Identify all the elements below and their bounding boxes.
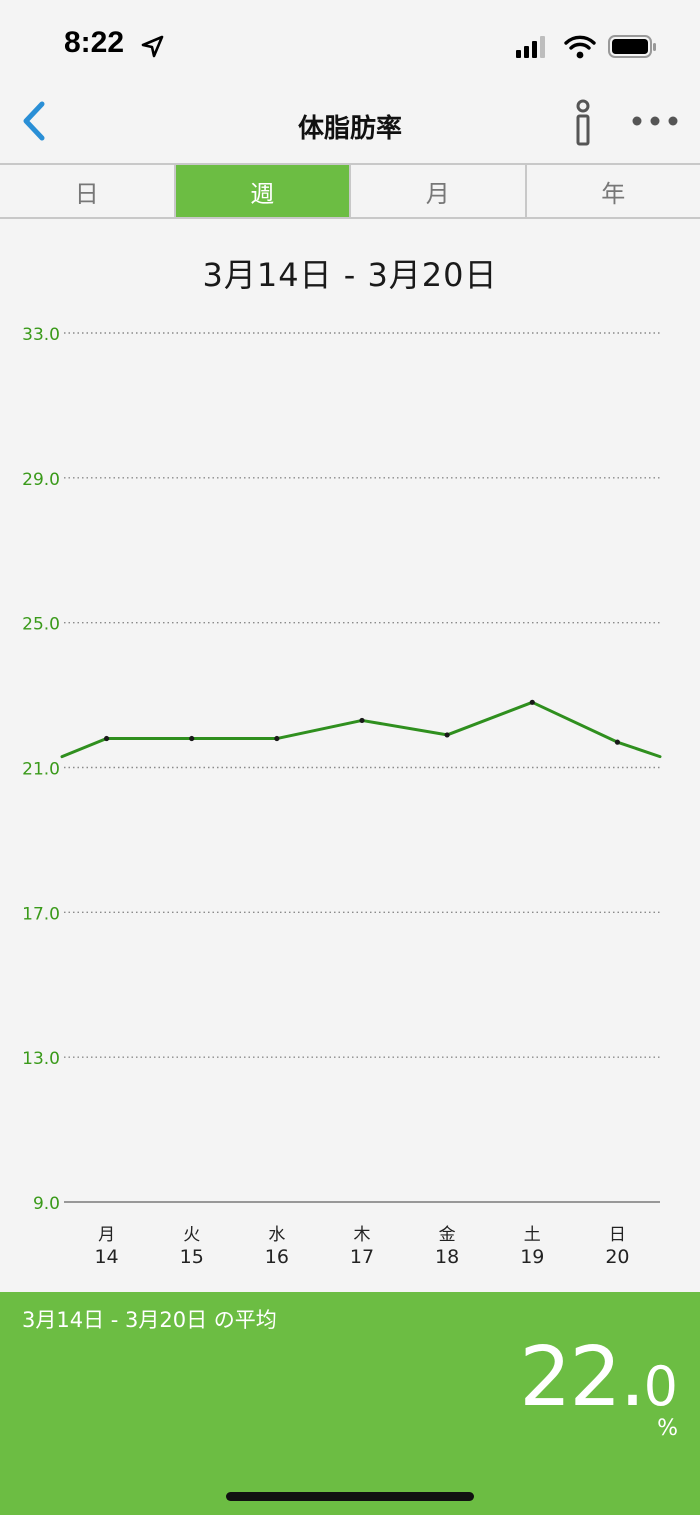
tab-year[interactable]: 年 — [601, 179, 626, 208]
x-tick-day: 16 — [265, 1246, 289, 1268]
average-unit: % — [657, 1416, 678, 1441]
home-indicator[interactable] — [226, 1492, 474, 1501]
x-tick-day: 18 — [435, 1246, 459, 1268]
info-icon — [576, 99, 590, 146]
x-tick-day: 17 — [350, 1246, 374, 1268]
data-point[interactable] — [529, 699, 535, 705]
x-tick-weekday: 水 — [268, 1225, 285, 1245]
y-tick-label: 25.0 — [22, 615, 60, 635]
status-time: 8:22 — [64, 26, 125, 59]
x-tick-weekday: 日 — [609, 1225, 626, 1245]
average-value: 22.0 — [519, 1330, 678, 1425]
x-tick-weekday: 土 — [524, 1225, 541, 1245]
data-point[interactable] — [359, 717, 365, 724]
back-button[interactable] — [14, 96, 58, 146]
period-segmented-control: 日 週 月 年 — [0, 163, 700, 219]
tab-week[interactable]: 週 — [175, 165, 351, 217]
average-value-integer: 22. — [519, 1330, 645, 1425]
data-point[interactable] — [614, 739, 621, 745]
data-point[interactable] — [274, 735, 280, 742]
average-panel: 3月14日 - 3月20日 の平均 22.0 % — [0, 1292, 700, 1515]
x-tick-weekday: 木 — [354, 1225, 371, 1245]
y-tick-label: 21.0 — [22, 760, 60, 780]
average-value-decimal: 0 — [643, 1355, 678, 1418]
series-line — [60, 700, 662, 759]
status-bar: 8:22 — [0, 0, 700, 90]
x-tick-weekday: 月 — [98, 1225, 115, 1245]
y-tick-label: 33.0 — [22, 325, 60, 345]
battery-icon — [608, 35, 656, 58]
y-tick-label: 13.0 — [22, 1049, 60, 1069]
tab-month[interactable]: 月 — [351, 165, 527, 217]
data-point[interactable] — [444, 732, 450, 738]
y-tick-label: 29.0 — [22, 470, 60, 490]
chevron-left-icon — [23, 101, 45, 141]
tab-day[interactable]: 日 — [0, 165, 176, 217]
body-fat-line-chart[interactable]: 9.0 13.0 17.0 21.0 25.0 29.0 33.0 月14 火15 水16 木17 金… — [0, 300, 700, 1280]
data-point[interactable] — [189, 735, 195, 742]
y-tick-label: 17.0 — [22, 904, 60, 924]
x-tick-weekday: 火 — [183, 1225, 200, 1245]
date-range-title: 3月14日 - 3月20日 — [202, 256, 498, 294]
status-icons — [516, 34, 656, 60]
wifi-icon — [564, 35, 596, 59]
y-tick-label: 9.0 — [33, 1194, 60, 1214]
status-indicators — [516, 35, 656, 59]
x-tick-day: 14 — [94, 1246, 118, 1268]
cellular-signal-icon — [516, 36, 545, 58]
x-tick-day: 15 — [180, 1246, 204, 1268]
more-button[interactable] — [626, 106, 684, 136]
info-button[interactable] — [566, 98, 600, 146]
average-caption: 3月14日 - 3月20日 の平均 — [22, 1308, 277, 1332]
data-point[interactable] — [103, 735, 110, 742]
x-tick-day: 19 — [520, 1246, 544, 1268]
nav-bar: 体脂肪率 — [0, 90, 700, 164]
page-title: 体脂肪率 — [297, 114, 402, 144]
x-tick-weekday: 金 — [439, 1225, 456, 1245]
location-arrow-icon — [141, 35, 164, 58]
more-icon — [632, 116, 678, 126]
x-tick-day: 20 — [605, 1246, 629, 1268]
